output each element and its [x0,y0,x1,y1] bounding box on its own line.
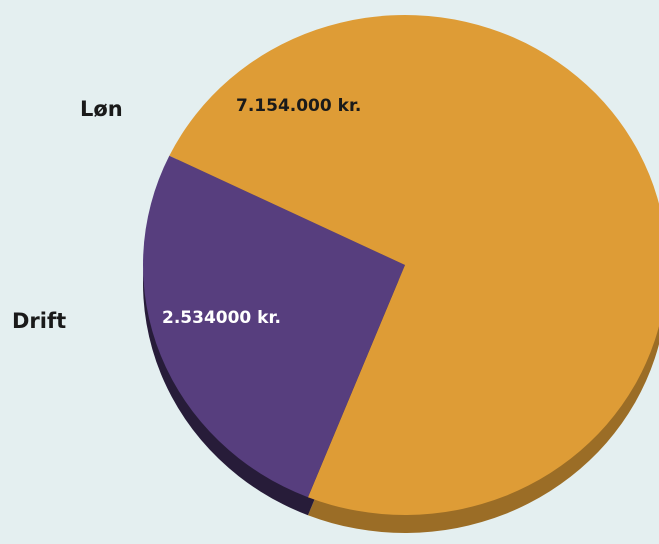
pie-slice [142,155,405,498]
value-label: 7.154.000 kr. [236,96,361,116]
pie-slice [169,15,659,515]
category-label: Drift [12,309,66,333]
category-label: Løn [80,97,123,121]
value-label: 2.534000 kr. [162,308,281,328]
